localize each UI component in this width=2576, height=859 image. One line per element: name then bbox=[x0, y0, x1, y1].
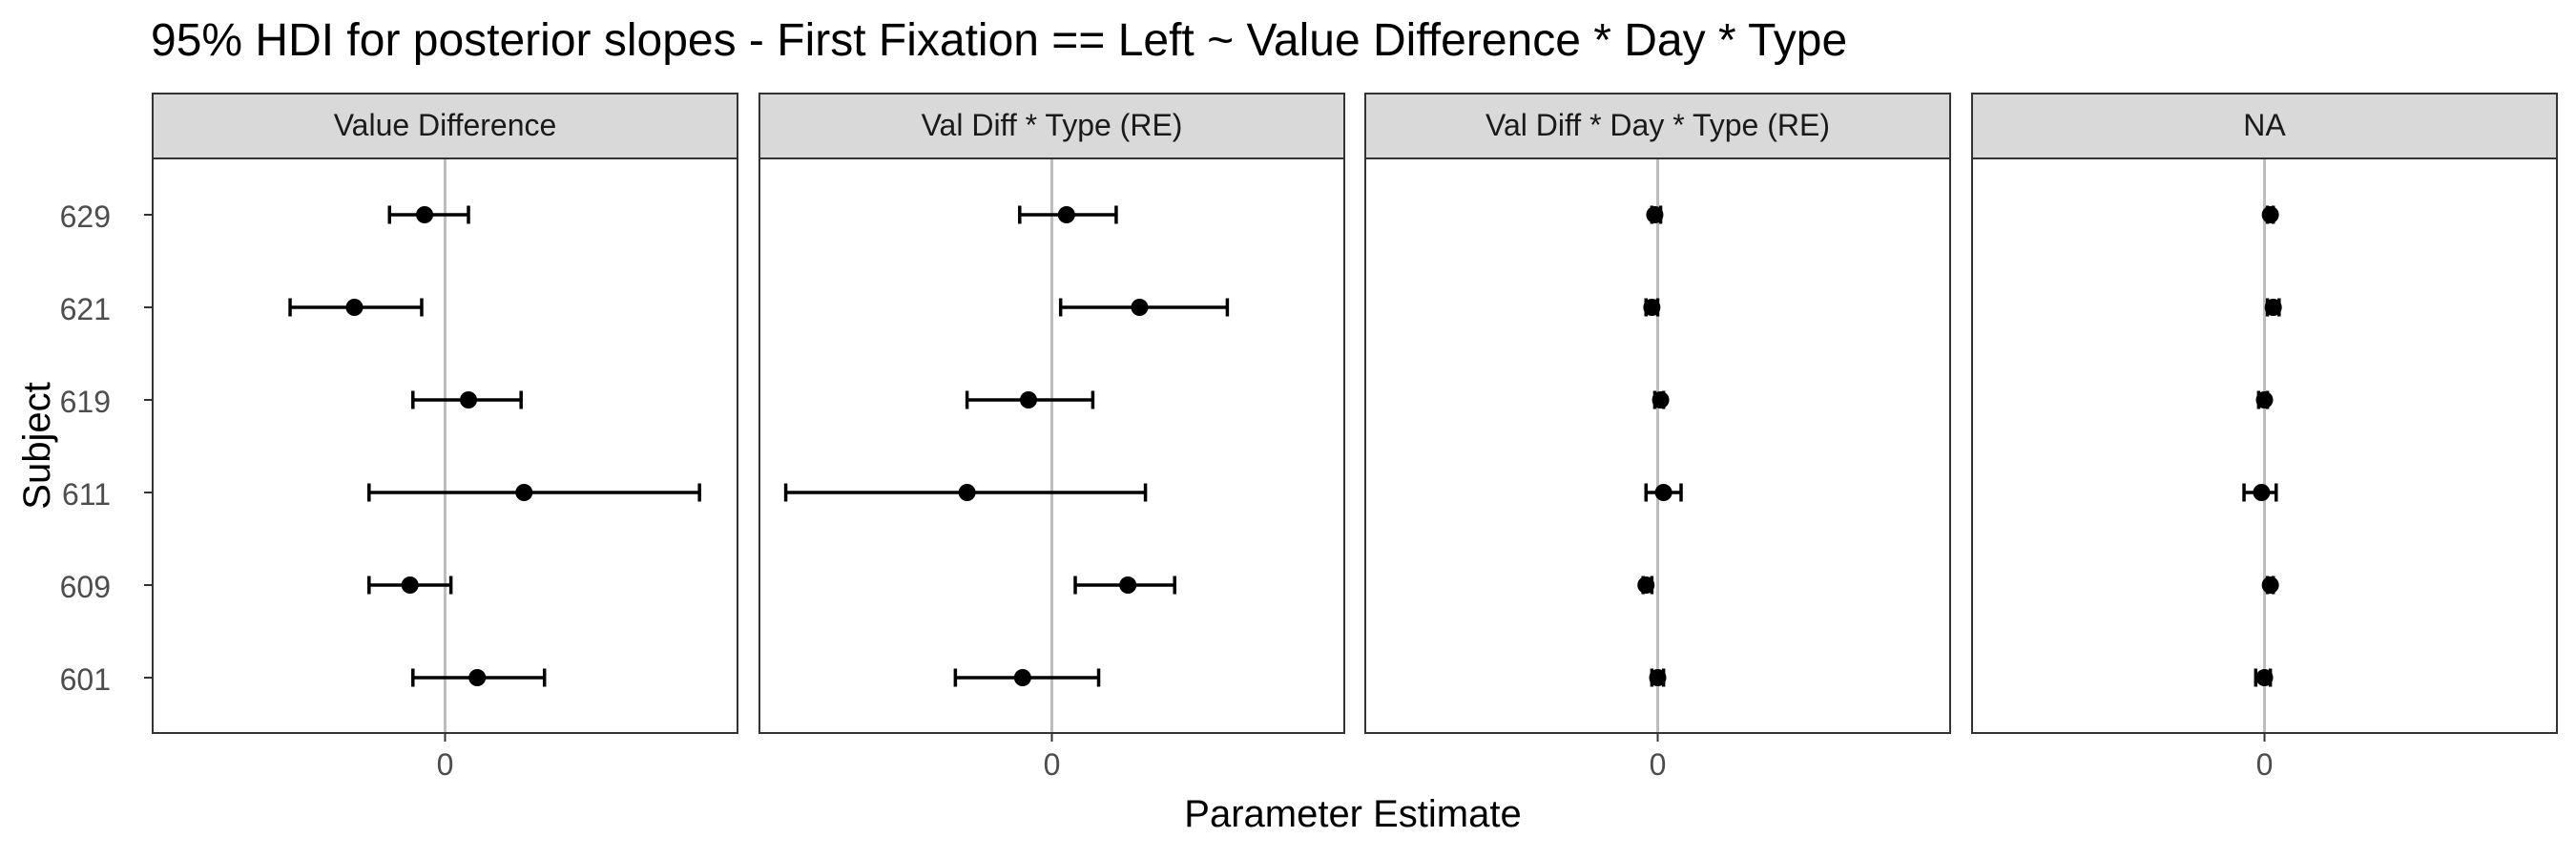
point-estimate bbox=[1013, 669, 1031, 686]
facet-strip bbox=[1364, 93, 1951, 159]
point-estimate bbox=[468, 669, 487, 686]
point-estimate bbox=[958, 484, 976, 501]
point-estimate bbox=[1654, 484, 1672, 501]
point-estimate bbox=[1637, 576, 1655, 594]
y-tick-label: 629 bbox=[60, 199, 111, 234]
x-tick-label: 0 bbox=[437, 747, 454, 782]
point-estimate bbox=[345, 299, 364, 316]
point-estimate bbox=[1643, 299, 1661, 316]
facet-panel: Val Diff * Type (RE) 0 bbox=[758, 93, 1345, 782]
chart-title: 95% HDI for posterior slopes - First Fix… bbox=[151, 15, 1847, 66]
facet-panel: Value Difference 0 bbox=[152, 93, 738, 782]
facet-strip-label: Val Diff * Type (RE) bbox=[922, 108, 1183, 142]
point-estimate bbox=[1057, 206, 1075, 223]
point-estimate bbox=[401, 576, 419, 594]
point-estimate bbox=[2255, 669, 2274, 686]
point-estimate bbox=[2255, 391, 2274, 409]
point-estimate bbox=[2261, 576, 2279, 594]
point-estimate bbox=[416, 206, 434, 223]
x-tick-label: 0 bbox=[1044, 747, 1061, 782]
point-estimate bbox=[515, 484, 533, 501]
point-estimate bbox=[1646, 206, 1664, 223]
y-axis-label: Subject bbox=[16, 382, 58, 509]
y-tick-label: 611 bbox=[62, 477, 111, 512]
point-estimate bbox=[2261, 206, 2279, 223]
point-estimate bbox=[1652, 391, 1670, 409]
facet-strip bbox=[1971, 93, 2558, 159]
point-estimate bbox=[460, 391, 478, 409]
facet-strip-label: NA bbox=[2243, 108, 2286, 142]
point-estimate bbox=[2253, 484, 2271, 501]
facet-strip-label: Val Diff * Day * Type (RE) bbox=[1485, 108, 1830, 142]
facet-panel: NA 0 bbox=[1971, 93, 2558, 782]
point-estimate bbox=[1649, 669, 1667, 686]
y-tick-label: 601 bbox=[60, 662, 111, 697]
point-estimate bbox=[1131, 299, 1149, 316]
x-tick-label: 0 bbox=[1650, 747, 1667, 782]
x-axis-label: Parameter Estimate bbox=[1184, 793, 1521, 835]
y-tick-label: 619 bbox=[60, 385, 111, 419]
point-estimate bbox=[1019, 391, 1037, 409]
facet-strip-label: Value Difference bbox=[334, 108, 557, 142]
point-estimate bbox=[1119, 576, 1137, 594]
y-tick-label: 621 bbox=[60, 292, 111, 326]
y-tick-label: 609 bbox=[60, 570, 111, 604]
point-estimate bbox=[2264, 299, 2282, 316]
x-tick-label: 0 bbox=[2256, 747, 2274, 782]
facet-panel: Val Diff * Day * Type (RE) 0 bbox=[1364, 93, 1951, 782]
